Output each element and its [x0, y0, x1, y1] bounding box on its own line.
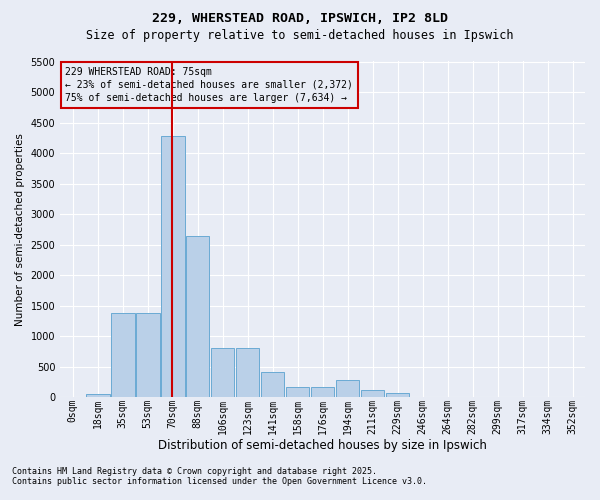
Text: Contains public sector information licensed under the Open Government Licence v3: Contains public sector information licen…: [12, 477, 427, 486]
Bar: [86, 394, 110, 398]
Bar: [111, 313, 134, 398]
Text: 229, WHERSTEAD ROAD, IPSWICH, IP2 8LD: 229, WHERSTEAD ROAD, IPSWICH, IP2 8LD: [152, 12, 448, 26]
Text: Size of property relative to semi-detached houses in Ipswich: Size of property relative to semi-detach…: [86, 29, 514, 42]
Bar: [361, 390, 385, 398]
Bar: [286, 387, 310, 398]
X-axis label: Distribution of semi-detached houses by size in Ipswich: Distribution of semi-detached houses by …: [158, 440, 487, 452]
Bar: [336, 380, 359, 398]
Bar: [261, 372, 284, 398]
Bar: [311, 387, 334, 398]
Bar: [161, 136, 185, 398]
Bar: [386, 393, 409, 398]
Bar: [186, 236, 209, 398]
Bar: [236, 348, 259, 398]
Bar: [211, 348, 235, 398]
Text: Contains HM Land Registry data © Crown copyright and database right 2025.: Contains HM Land Registry data © Crown c…: [12, 467, 377, 476]
Bar: [136, 313, 160, 398]
Y-axis label: Number of semi-detached properties: Number of semi-detached properties: [15, 133, 25, 326]
Text: 229 WHERSTEAD ROAD: 75sqm
← 23% of semi-detached houses are smaller (2,372)
75% : 229 WHERSTEAD ROAD: 75sqm ← 23% of semi-…: [65, 66, 353, 103]
